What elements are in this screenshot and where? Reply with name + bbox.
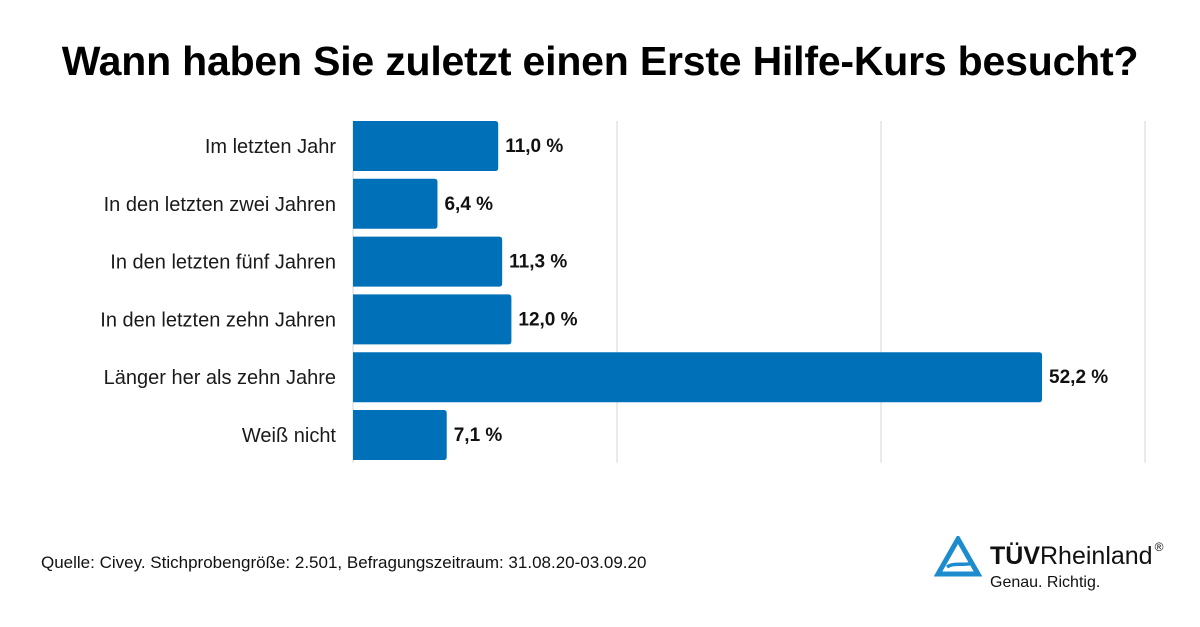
source-note: Quelle: Civey. Stichprobengröße: 2.501, …	[41, 553, 647, 572]
gridlines	[352, 121, 1146, 463]
logo-brand: TÜVRheinland ®	[990, 540, 1164, 571]
value-label: 7,1 %	[454, 425, 503, 446]
category-label: Im letzten Jahr	[205, 136, 337, 158]
category-label: In den letzten zwei Jahren	[104, 194, 336, 216]
category-label: Weiß nicht	[242, 425, 337, 447]
bar	[353, 294, 512, 345]
value-label: 52,2 %	[1049, 367, 1108, 388]
logo-brand-regular: Rheinland	[1040, 542, 1153, 570]
value-label: 12,0 %	[518, 309, 577, 330]
logo-brand-bold: TÜV	[990, 542, 1040, 570]
bars	[353, 121, 1043, 460]
category-labels: Im letzten Jahr In den letzten zwei Jahre…	[100, 136, 336, 447]
tuv-triangle-icon	[934, 536, 982, 577]
logo-tagline: Genau. Richtig.	[990, 574, 1101, 591]
bar	[353, 352, 1043, 403]
chart-title: Wann haben Sie zuletzt einen Erste Hilfe…	[61, 38, 1139, 84]
category-label: Länger her als zehn Jahre	[104, 367, 336, 389]
value-labels: 11,0 % 6,4 % 11,3 % 12,0 % 52,2 % 7,1 %	[444, 136, 1108, 446]
bar	[353, 410, 447, 460]
tuv-rheinland-logo: TÜVRheinland ® Genau. Richtig.	[934, 536, 1174, 600]
value-label: 11,0 %	[505, 136, 563, 157]
bar	[353, 121, 499, 171]
value-label: 6,4 %	[444, 194, 493, 215]
bar	[353, 178, 438, 229]
category-label: In den letzten fünf Jahren	[110, 252, 336, 274]
bar	[353, 236, 503, 287]
value-label: 11,3 %	[509, 252, 567, 273]
registered-mark: ®	[1154, 540, 1164, 554]
category-label: In den letzten zehn Jahren	[100, 309, 336, 331]
